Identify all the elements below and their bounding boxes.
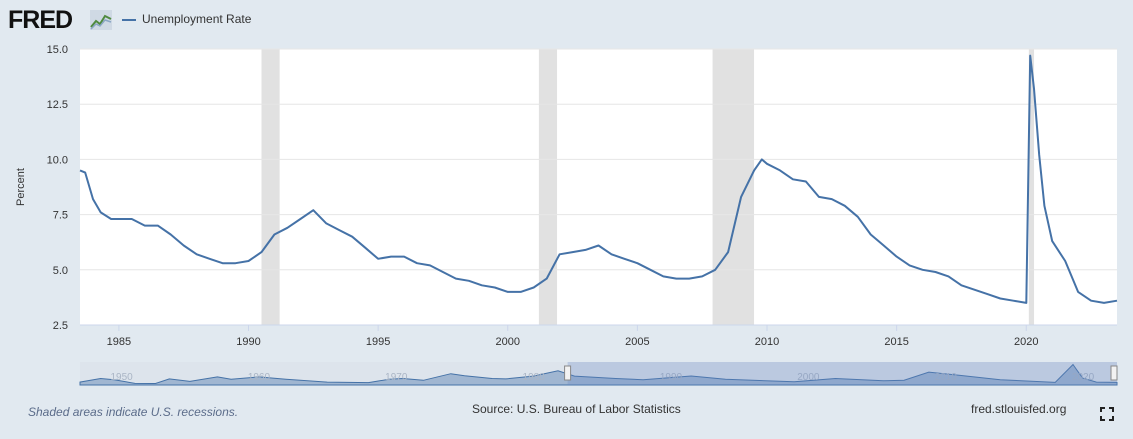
source-text: Source: U.S. Bureau of Labor Statistics xyxy=(472,402,681,416)
navigator-tick-label: 1990 xyxy=(660,372,683,383)
gridlines xyxy=(80,48,1117,326)
navigator-selection xyxy=(567,362,1117,385)
navigator-area xyxy=(79,363,1118,386)
y-tick-label: 10.0 xyxy=(47,154,68,166)
site-link[interactable]: fred.stlouisfed.org xyxy=(971,402,1067,416)
navigator-tick-label: 1960 xyxy=(248,372,271,383)
x-tick-label: 2005 xyxy=(625,336,649,348)
y-axis-title: Percent xyxy=(15,168,27,206)
navigator-tick-label: 2010 xyxy=(935,372,958,383)
fullscreen-icon[interactable] xyxy=(1100,407,1114,421)
chart-line-icon xyxy=(90,10,112,30)
y-tick-label: 5.0 xyxy=(53,265,68,277)
x-tick-label: 2010 xyxy=(755,336,779,348)
navigator-tick-label: 1970 xyxy=(385,372,408,383)
navigator-tick-label: 2000 xyxy=(797,372,820,383)
navigator-tick-label: 2020 xyxy=(1072,372,1095,383)
fred-logo[interactable]: FRED xyxy=(8,6,73,34)
chart-header: FRED Unemployment Rate xyxy=(0,0,1133,44)
series-line-unemployment-rate xyxy=(79,54,1118,304)
x-tick-label: 2015 xyxy=(884,336,908,348)
x-tick-label: 1995 xyxy=(366,336,390,348)
recession-bands xyxy=(261,49,1035,325)
y-tick-label: 2.5 xyxy=(53,320,68,332)
plot-area xyxy=(80,49,1117,325)
navigator-handle-left[interactable] xyxy=(564,365,572,381)
line-chart: 2.5 5.0 7.5 10.0 12.5 15.0 1985 1990 1995 2000 20… xyxy=(15,44,1118,386)
recession-band-1 xyxy=(538,49,558,325)
recession-band-2 xyxy=(712,49,755,325)
x-tick-label: 1990 xyxy=(236,336,260,348)
y-tick-label: 15.0 xyxy=(47,44,68,56)
x-tick-label: 2020 xyxy=(1014,336,1038,348)
recession-band-0 xyxy=(261,49,280,325)
legend-swatch xyxy=(122,19,136,21)
navigator-ticks: 1950 1960 1970 1980 1990 2000 2010 2020 xyxy=(110,372,1094,383)
recession-note: Shaded areas indicate U.S. recessions. xyxy=(28,405,239,419)
navigator-tick-label: 1950 xyxy=(110,372,133,383)
recession-band-3 xyxy=(1028,49,1035,325)
x-tick-label: 1985 xyxy=(107,336,131,348)
navigator-tick-label: 1980 xyxy=(523,372,546,383)
y-axis-ticks: 2.5 5.0 7.5 10.0 12.5 15.0 xyxy=(47,44,68,332)
navigator-handle-right[interactable] xyxy=(1110,365,1118,381)
y-tick-label: 7.5 xyxy=(53,210,68,222)
legend-label: Unemployment Rate xyxy=(142,12,252,26)
x-tick-label: 2000 xyxy=(496,336,520,348)
y-tick-label: 12.5 xyxy=(47,99,68,111)
x-axis-ticks: 1985 1990 1995 2000 2005 2010 2015 2020 xyxy=(107,325,1039,348)
navigator[interactable]: 1950 1960 1970 1980 1990 2000 2010 2020 xyxy=(79,362,1118,386)
